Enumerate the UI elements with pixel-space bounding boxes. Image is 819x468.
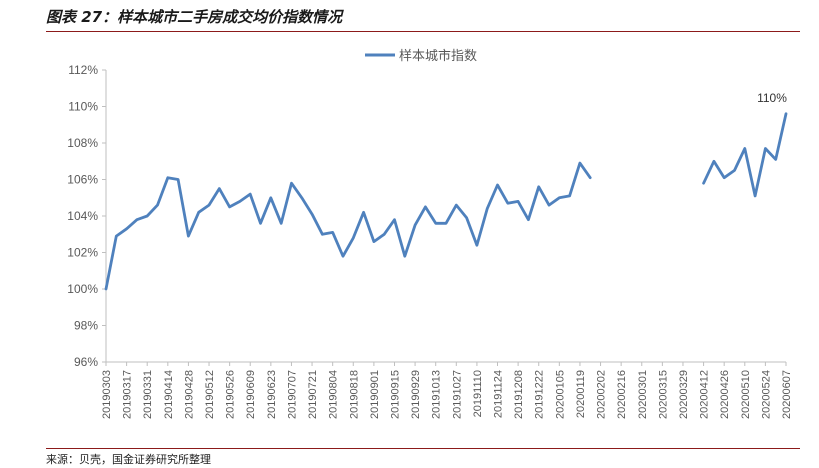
y-tick-label: 102% — [67, 246, 98, 260]
x-tick-label: 20200426 — [719, 370, 731, 419]
x-tick-label: 20190331 — [142, 370, 154, 419]
series-line — [104, 161, 592, 291]
source-note: 来源：贝壳，国金证券研究所整理 — [46, 453, 211, 466]
annotations: 110% — [757, 91, 787, 105]
y-tick-label: 96% — [74, 355, 98, 369]
series-line — [702, 112, 788, 198]
x-tick-label: 20190915 — [389, 370, 401, 419]
y-tick-label: 104% — [67, 209, 98, 223]
x-tick-label: 20200412 — [699, 370, 711, 419]
x-tick-label: 20200510 — [740, 370, 752, 419]
y-tick-label: 112% — [68, 63, 98, 77]
x-tick-label: 20190804 — [328, 370, 340, 419]
x-tick-label: 20200524 — [760, 370, 772, 419]
figure-title: 图表 27：样本城市二手房成交均价指数情况 — [46, 8, 343, 26]
x-tick-label: 20190317 — [122, 370, 134, 419]
x-tick-label: 20190623 — [266, 370, 278, 419]
x-tick-label: 20190707 — [286, 370, 298, 419]
x-tick-label: 20190818 — [348, 370, 360, 419]
x-tick-label: 20191110 — [472, 370, 484, 417]
x-tick-label: 20200607 — [781, 370, 793, 419]
x-tick-label: 20191013 — [431, 370, 443, 419]
y-tick-label: 108% — [67, 136, 98, 150]
x-tick-label: 20191027 — [451, 370, 463, 419]
x-tick-label: 20190428 — [183, 370, 195, 419]
x-tick-label: 20190512 — [204, 370, 216, 419]
x-tick-label: 20200119 — [575, 370, 587, 418]
x-tick-label: 20200105 — [554, 370, 566, 419]
y-axis: 96% 98% 100% 102% 104% 106% 108% 110% 112% — [67, 63, 107, 369]
x-tick-label: 20191208 — [513, 370, 525, 419]
x-axis: 20190303 20190317 20190331 20190414 20190428… — [101, 361, 793, 419]
x-tick-label: 20200301 — [637, 370, 649, 419]
legend-label: 样本城市指数 — [399, 48, 477, 64]
title-rule — [46, 31, 800, 32]
x-tick-label: 20200315 — [657, 370, 669, 419]
x-tick-label: 20190303 — [101, 370, 113, 419]
source-rule — [46, 448, 800, 449]
x-tick-label: 20200216 — [616, 370, 628, 419]
y-tick-label: 98% — [74, 319, 98, 333]
x-tick-label: 20190929 — [410, 370, 422, 419]
legend: 样本城市指数 — [365, 48, 477, 64]
x-tick-label: 20190901 — [369, 370, 381, 419]
x-tick-label: 20200329 — [678, 370, 690, 419]
data-label-last: 110% — [757, 91, 787, 105]
series-layer — [104, 112, 788, 291]
x-tick-label: 20190609 — [245, 370, 257, 419]
x-tick-label: 20190414 — [163, 370, 175, 419]
x-tick-label: 20200202 — [596, 370, 608, 419]
x-tick-label: 20191124 — [493, 370, 505, 418]
x-tick-label: 20190721 — [307, 370, 319, 419]
x-tick-label: 20190526 — [225, 370, 237, 419]
y-tick-label: 110% — [68, 100, 98, 114]
y-tick-label: 100% — [67, 282, 98, 296]
x-tick-label: 20191222 — [534, 370, 546, 419]
y-tick-label: 106% — [67, 173, 98, 187]
